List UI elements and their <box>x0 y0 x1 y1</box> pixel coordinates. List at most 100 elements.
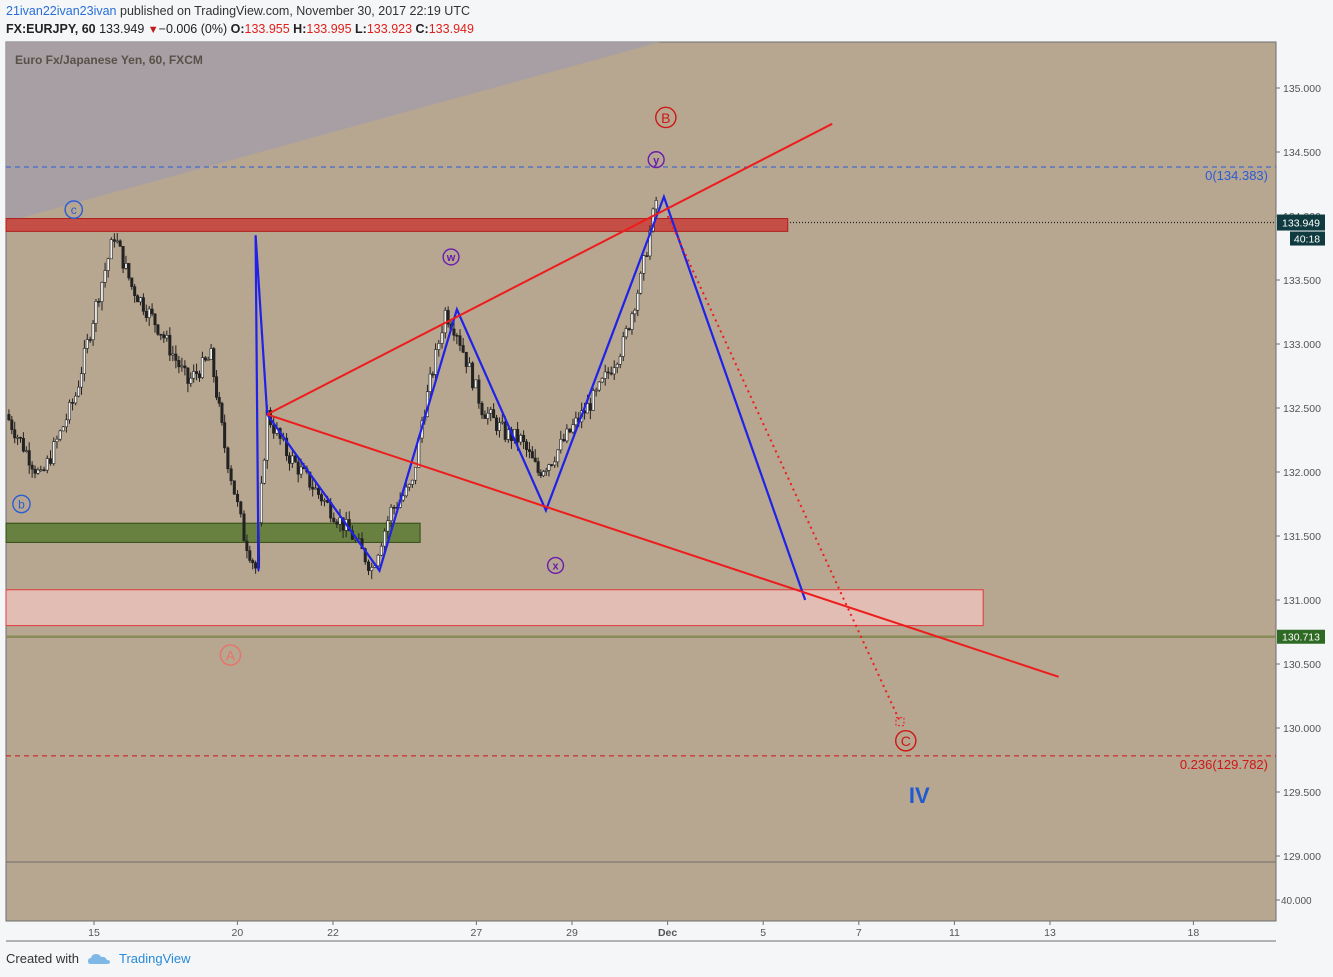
candle <box>36 469 40 474</box>
candle <box>262 459 266 484</box>
candle <box>621 336 625 357</box>
candle <box>133 286 137 297</box>
candle <box>94 301 98 324</box>
candle <box>242 513 246 542</box>
fan-area <box>6 42 660 222</box>
candle <box>624 328 628 338</box>
y-tick-label: 131.500 <box>1283 531 1321 543</box>
candle <box>248 550 252 561</box>
candle <box>431 373 435 376</box>
wave-label: x <box>552 561 559 573</box>
wave-label-ring <box>546 556 565 575</box>
countdown-tag <box>1290 231 1325 246</box>
wave-label-ring <box>64 200 84 219</box>
candle <box>609 372 613 375</box>
candle <box>85 339 89 349</box>
indicator-pane[interactable] <box>5 861 1277 922</box>
candle <box>64 419 68 428</box>
main-pane[interactable] <box>5 41 1277 863</box>
candle <box>147 308 151 318</box>
candle <box>633 309 637 315</box>
y-tick-label: 132.500 <box>1283 403 1321 415</box>
candle <box>506 429 510 440</box>
candle <box>407 484 411 488</box>
candle <box>428 373 432 392</box>
candle <box>293 455 297 463</box>
publisher-user[interactable]: 21ivan22ivan23ivan <box>6 4 117 18</box>
resistance-zone <box>5 218 789 232</box>
candle <box>414 467 418 481</box>
y-tick-label: 132.000 <box>1283 467 1321 479</box>
wave-label: IV <box>909 783 930 808</box>
candle <box>383 530 387 547</box>
candle <box>165 335 169 339</box>
candle <box>542 471 546 477</box>
candle <box>215 376 219 398</box>
candle <box>539 472 543 477</box>
candle <box>574 417 578 426</box>
wave-label-ring <box>219 644 242 666</box>
candle <box>603 371 607 379</box>
candle <box>639 272 643 294</box>
candle <box>220 402 224 423</box>
wave-label-ring <box>442 248 460 266</box>
red-projection-dotted <box>666 215 901 723</box>
candle <box>386 520 390 532</box>
candle <box>500 421 504 424</box>
candle <box>363 548 367 563</box>
level-price-tag <box>1277 629 1325 644</box>
y-axis[interactable] <box>1276 42 1333 921</box>
candle <box>533 457 537 462</box>
candle <box>319 494 323 502</box>
wave-label: c <box>71 203 77 217</box>
candle <box>189 377 193 384</box>
candle <box>606 371 610 374</box>
candle <box>239 501 243 515</box>
candle <box>254 562 258 569</box>
candle <box>440 332 444 344</box>
candle <box>464 351 468 367</box>
candle <box>568 428 572 433</box>
wave-label: y <box>653 155 660 167</box>
candle <box>553 461 557 466</box>
candle <box>630 313 634 330</box>
candle <box>168 335 172 356</box>
candle <box>615 363 619 368</box>
candle <box>290 455 294 464</box>
candle <box>61 426 65 432</box>
down-arrow-icon: ▼ <box>147 24 159 36</box>
candle <box>7 414 11 421</box>
symbol-header: FX:EURJPY, 60 133.949 ▼−0.006 (0%) O:133… <box>6 22 474 36</box>
y-tick-label: 133.000 <box>1283 339 1321 351</box>
candle <box>550 464 554 466</box>
candle <box>186 367 190 384</box>
candle <box>265 410 269 461</box>
candle <box>21 437 25 452</box>
x-tick-label: 11 <box>949 927 960 939</box>
tradingview-link[interactable]: TradingView <box>118 951 191 966</box>
candle <box>483 414 487 419</box>
candle <box>174 353 178 361</box>
candle <box>434 349 438 375</box>
candle <box>203 357 207 361</box>
candle <box>136 295 140 303</box>
candle <box>162 334 166 339</box>
last-price-tag-text: 133.949 <box>1282 218 1320 230</box>
candle <box>209 348 213 360</box>
candle <box>559 439 563 451</box>
symbol-name: FX:EURJPY, 60 <box>6 22 96 36</box>
candle <box>527 449 531 452</box>
candle <box>525 441 529 450</box>
candle <box>392 507 396 509</box>
candle <box>495 417 499 431</box>
candle <box>39 469 43 471</box>
candle <box>654 200 658 210</box>
candle <box>206 359 210 361</box>
wave-label: A <box>226 647 236 663</box>
x-tick-label: 20 <box>232 927 244 939</box>
y-tick-label: 134.500 <box>1283 147 1321 159</box>
level-price-tag-text: 130.713 <box>1282 632 1320 644</box>
candle <box>588 403 592 411</box>
x-axis[interactable] <box>6 921 1276 941</box>
